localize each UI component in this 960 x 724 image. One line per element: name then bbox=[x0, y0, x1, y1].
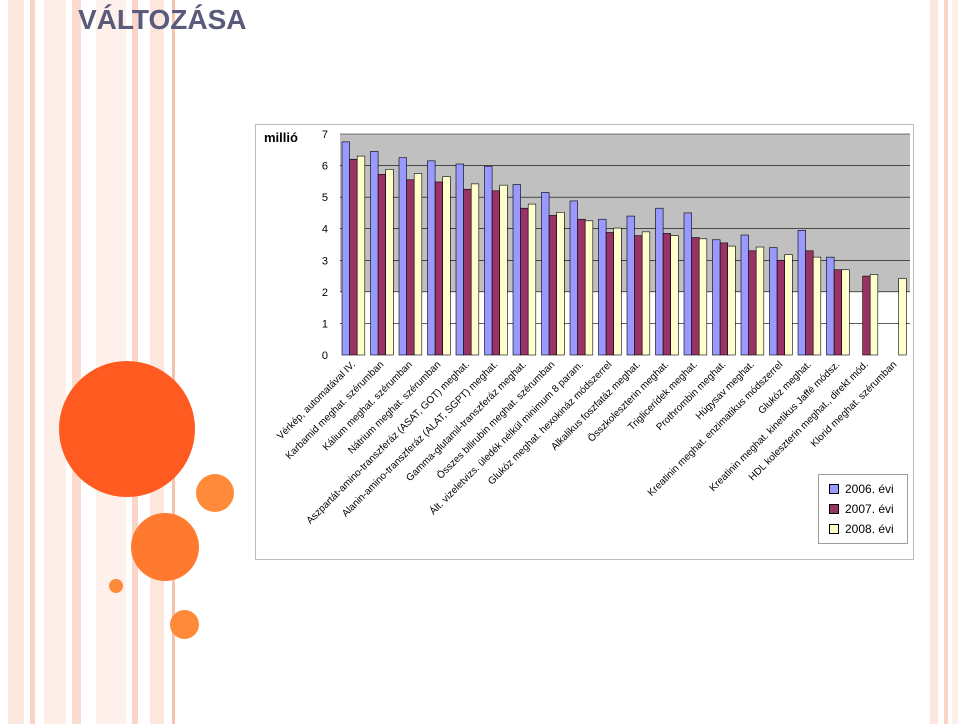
y-tick-label: 2 bbox=[322, 287, 328, 299]
bar bbox=[634, 235, 643, 356]
bar bbox=[812, 256, 822, 356]
page-title: VÁLTOZÁSA bbox=[78, 4, 247, 35]
legend-label-2007: 2007. évi bbox=[845, 502, 894, 516]
bar bbox=[691, 237, 700, 356]
bar bbox=[613, 227, 622, 356]
plot-area bbox=[340, 134, 910, 292]
bar bbox=[826, 256, 835, 356]
bar bbox=[442, 176, 451, 356]
bar bbox=[698, 238, 708, 356]
bar bbox=[377, 174, 387, 356]
bar bbox=[341, 141, 350, 356]
y-tick-label: 6 bbox=[322, 161, 328, 173]
bar bbox=[776, 259, 785, 356]
bar bbox=[784, 254, 793, 356]
bar bbox=[740, 234, 749, 356]
bar bbox=[470, 183, 480, 356]
bar bbox=[455, 163, 464, 356]
bar bbox=[349, 158, 358, 356]
bar bbox=[755, 246, 765, 356]
bar bbox=[833, 269, 842, 356]
bar bbox=[797, 229, 806, 356]
decorative-circle-tiny bbox=[109, 579, 123, 593]
bar bbox=[869, 274, 879, 356]
bar bbox=[556, 211, 565, 356]
y-tick-label: 0 bbox=[322, 350, 328, 362]
bar bbox=[427, 160, 436, 356]
legend-label-2008: 2008. évi bbox=[845, 522, 894, 536]
y-tick-label: 4 bbox=[322, 224, 328, 236]
bar bbox=[626, 215, 635, 356]
bar bbox=[541, 192, 550, 356]
bar bbox=[484, 165, 493, 356]
y-tick-label: 5 bbox=[322, 192, 328, 204]
bar bbox=[434, 181, 444, 356]
bar bbox=[356, 155, 366, 356]
bar bbox=[520, 207, 529, 356]
bar bbox=[841, 269, 850, 356]
legend-item-2008: 2008. évi bbox=[829, 519, 894, 539]
legend-item-2007: 2007. évi bbox=[829, 499, 894, 519]
legend-swatch-2007 bbox=[829, 504, 839, 514]
bar bbox=[898, 278, 907, 356]
legend-swatch-2008 bbox=[829, 524, 839, 534]
bar bbox=[569, 200, 578, 356]
bar bbox=[662, 233, 671, 356]
bar bbox=[605, 232, 614, 356]
y-tick-label: 1 bbox=[322, 318, 328, 330]
bar bbox=[512, 184, 521, 356]
bar bbox=[584, 220, 594, 356]
bar bbox=[683, 212, 692, 356]
legend-label-2006: 2006. évi bbox=[845, 482, 894, 496]
bar bbox=[398, 157, 407, 356]
bar bbox=[385, 169, 394, 356]
legend-item-2006: 2006. évi bbox=[829, 479, 894, 499]
decorative-stripes-right bbox=[930, 0, 958, 724]
bar bbox=[577, 218, 586, 356]
y-tick-label: 7 bbox=[322, 129, 328, 141]
y-tick-label: 3 bbox=[322, 255, 328, 267]
bar bbox=[413, 173, 423, 356]
bar bbox=[727, 245, 736, 356]
decorative-circle-small bbox=[196, 474, 234, 512]
bar bbox=[670, 235, 679, 356]
decorative-circle-medium bbox=[131, 513, 199, 581]
bar bbox=[491, 190, 501, 356]
bar bbox=[641, 231, 651, 356]
bar bbox=[598, 218, 607, 356]
bar bbox=[655, 207, 664, 356]
y-axis-unit-label: millió bbox=[264, 130, 298, 145]
bar bbox=[463, 188, 472, 356]
chart-legend: 2006. évi 2007. évi 2008. évi bbox=[818, 474, 908, 544]
decorative-circle-small-2 bbox=[170, 610, 199, 639]
bar bbox=[748, 250, 757, 356]
bar bbox=[719, 242, 728, 356]
decorative-circle-large bbox=[59, 361, 195, 497]
bar bbox=[548, 215, 557, 356]
bar bbox=[712, 239, 721, 356]
bar bbox=[406, 179, 415, 356]
bar bbox=[527, 203, 537, 356]
legend-swatch-2006 bbox=[829, 484, 839, 494]
bar bbox=[769, 247, 778, 356]
bar bbox=[370, 151, 379, 356]
bar bbox=[499, 184, 508, 356]
bar bbox=[862, 275, 871, 356]
bar bbox=[805, 250, 814, 356]
